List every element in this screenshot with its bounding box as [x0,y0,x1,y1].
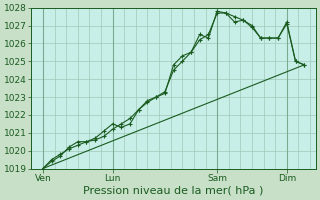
X-axis label: Pression niveau de la mer( hPa ): Pression niveau de la mer( hPa ) [84,186,264,196]
